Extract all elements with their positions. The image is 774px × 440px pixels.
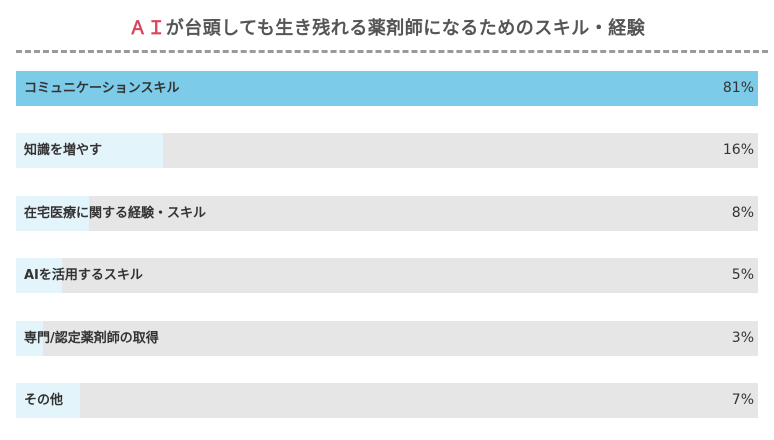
category-label: 在宅医療に関する経験・スキル (24, 205, 207, 221)
chart-title: ＡＩが台頭しても生き残れる薬剤師になるためのスキル・経験 (0, 14, 774, 40)
category-label: 知識を増やす (24, 143, 103, 159)
value-label: 7% (731, 392, 754, 408)
bar-row: 専門/認定薬剤師の取得 3% (16, 320, 758, 356)
bar (16, 195, 90, 231)
category-label: コミュニケーションスキル (24, 81, 180, 96)
value-label: 16% (722, 142, 754, 159)
bar-row: AIを活用するスキル 5% (16, 258, 758, 294)
chart-title-accent: ＡＩ (128, 18, 166, 39)
category-label: その他 (24, 393, 64, 408)
bar (16, 133, 163, 169)
value-label: 8% (731, 204, 754, 221)
bar (16, 383, 81, 418)
bar-row: 在宅医療に関する経験・スキル 8% (16, 195, 758, 231)
bar-row: コミュニケーションスキル 81% (16, 71, 758, 106)
category-label: AIを活用するスキル (24, 268, 143, 284)
bar-row: 知識を増やす 16% (16, 133, 758, 169)
bar (16, 320, 44, 356)
value-label: 5% (731, 267, 754, 284)
bar (16, 71, 758, 106)
value-label: 81% (722, 80, 754, 96)
value-label: 3% (731, 329, 754, 346)
chart-title-text: が台頭しても生き残れる薬剤師になるためのスキル・経験 (165, 18, 646, 39)
bar-row: その他 7% (16, 383, 758, 418)
bar (16, 258, 62, 294)
category-label: 専門/認定薬剤師の取得 (24, 330, 159, 346)
title-divider (16, 50, 768, 53)
